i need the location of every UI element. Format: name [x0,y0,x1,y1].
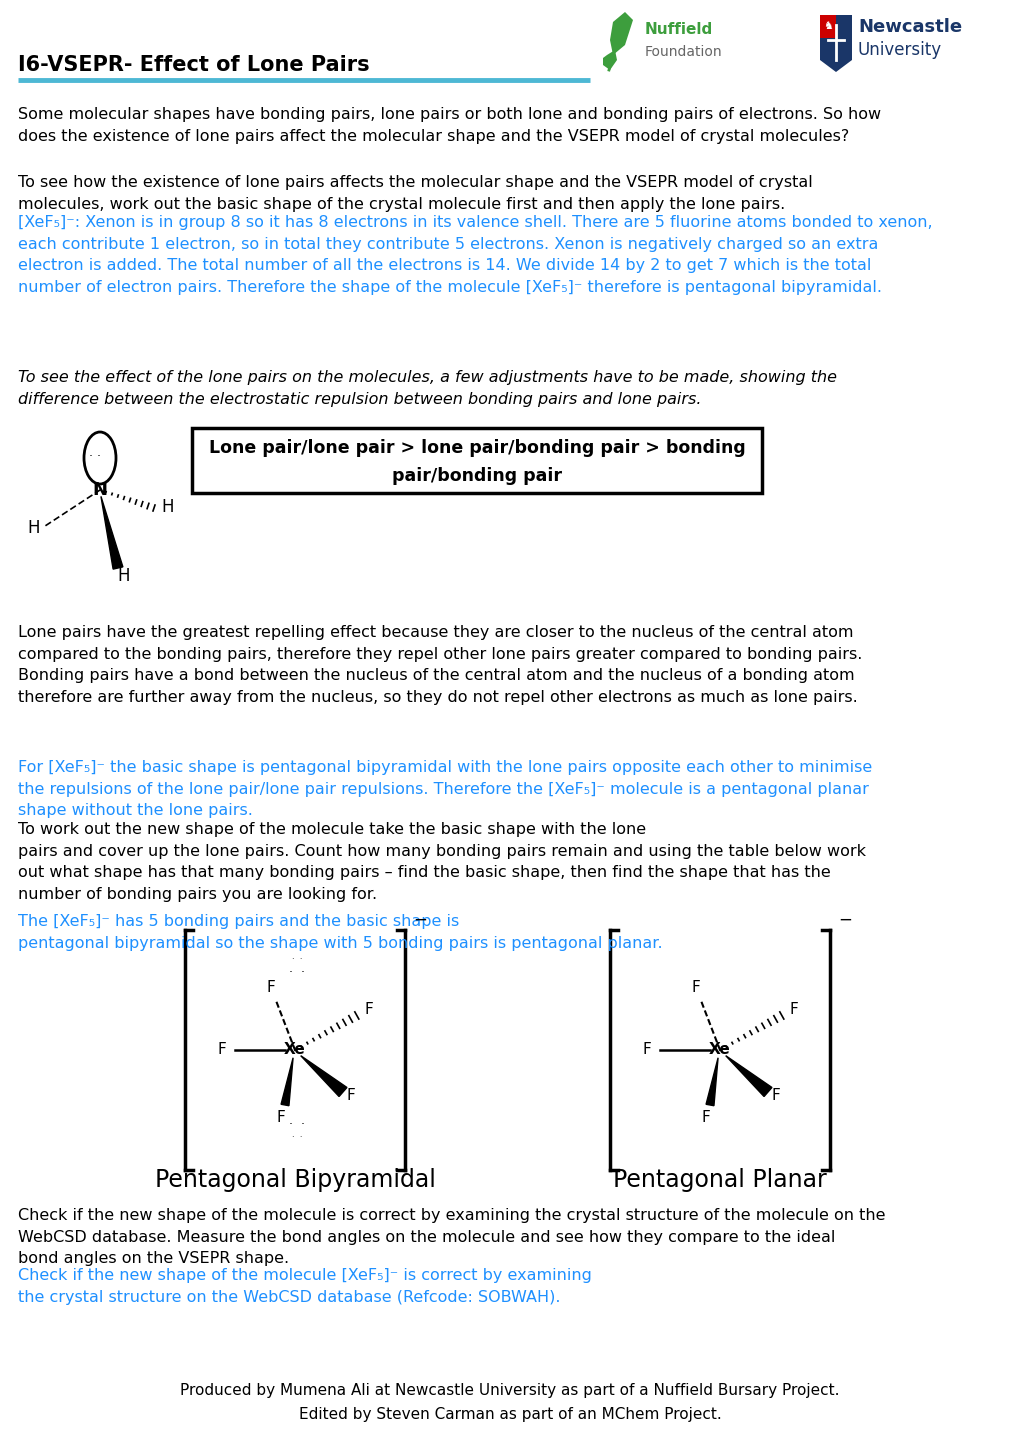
Text: Foundation: Foundation [644,45,721,59]
Polygon shape [725,1056,771,1096]
Text: Xe: Xe [284,1043,306,1057]
Text: Lone pairs have the greatest repelling effect because they are closer to the nuc: Lone pairs have the greatest repelling e… [18,624,861,705]
Text: H: H [162,497,174,516]
Ellipse shape [84,433,116,485]
Text: Pentagonal Planar: Pentagonal Planar [612,1168,826,1193]
Text: Newcastle: Newcastle [857,17,961,36]
Text: Check if the new shape of the molecule [XeF₅]⁻ is correct by examining
the cryst: Check if the new shape of the molecule [… [18,1268,591,1305]
Text: Edited by Steven Carman as part of an MChem Project.: Edited by Steven Carman as part of an MC… [299,1407,720,1422]
Text: University: University [857,40,942,59]
Text: · ·: · · [89,450,101,463]
Text: To see how the existence of lone pairs affects the molecular shape and the VSEPR: To see how the existence of lone pairs a… [18,174,812,212]
Text: Nuffield: Nuffield [644,23,712,37]
Polygon shape [301,1056,346,1096]
Text: ·  ·: · · [288,966,305,979]
Polygon shape [609,12,633,55]
Text: ♞: ♞ [822,22,833,30]
Polygon shape [819,14,851,72]
Text: To work out the new shape of the molecule take the basic shape with the lone
pai: To work out the new shape of the molecul… [18,822,865,901]
Text: F: F [217,1043,226,1057]
Text: F: F [364,1002,373,1017]
Text: F: F [691,981,700,995]
Text: pair/bonding pair: pair/bonding pair [391,467,561,485]
Text: ·  ·: · · [291,1132,302,1142]
FancyBboxPatch shape [192,428,761,493]
Text: F: F [770,1089,780,1103]
Text: F: F [346,1089,355,1103]
Polygon shape [101,496,122,570]
Text: The [XeF₅]⁻ has 5 bonding pairs and the basic shape is
pentagonal bipyramidal so: The [XeF₅]⁻ has 5 bonding pairs and the … [18,914,662,950]
Text: Some molecular shapes have bonding pairs, lone pairs or both lone and bonding pa: Some molecular shapes have bonding pairs… [18,107,880,144]
Text: −: − [838,911,851,929]
Text: H: H [117,567,130,585]
Text: To see the effect of the lone pairs on the molecules, a few adjustments have to : To see the effect of the lone pairs on t… [18,371,837,407]
Text: ·  ·: · · [288,1119,305,1132]
Text: F: F [789,1002,798,1017]
Text: [XeF₅]⁻: Xenon is in group 8 so it has 8 electrons in its valence shell. There a: [XeF₅]⁻: Xenon is in group 8 so it has 8… [18,215,931,294]
Polygon shape [705,1058,717,1106]
Text: H: H [28,519,40,536]
Text: F: F [701,1109,709,1125]
Text: ·  ·: · · [291,956,302,965]
Text: For [XeF₅]⁻ the basic shape is pentagonal bipyramidal with the lone pairs opposi: For [XeF₅]⁻ the basic shape is pentagona… [18,760,871,818]
Polygon shape [281,1058,292,1106]
Text: Check if the new shape of the molecule is correct by examining the crystal struc: Check if the new shape of the molecule i… [18,1208,884,1266]
Text: Lone pair/lone pair > lone pair/bonding pair > bonding: Lone pair/lone pair > lone pair/bonding … [209,438,745,457]
Text: N: N [93,482,107,499]
Text: Xe: Xe [708,1043,731,1057]
Text: F: F [276,1109,285,1125]
Text: I6-VSEPR- Effect of Lone Pairs: I6-VSEPR- Effect of Lone Pairs [18,55,369,75]
Text: Produced by Mumena Ali at Newcastle University as part of a Nuffield Bursary Pro: Produced by Mumena Ali at Newcastle Univ… [180,1383,839,1397]
Polygon shape [819,14,836,37]
Text: Pentagonal Bipyramidal: Pentagonal Bipyramidal [155,1168,435,1193]
Text: F: F [642,1043,651,1057]
Text: F: F [266,981,275,995]
Text: −: − [413,911,427,929]
Polygon shape [602,50,616,71]
